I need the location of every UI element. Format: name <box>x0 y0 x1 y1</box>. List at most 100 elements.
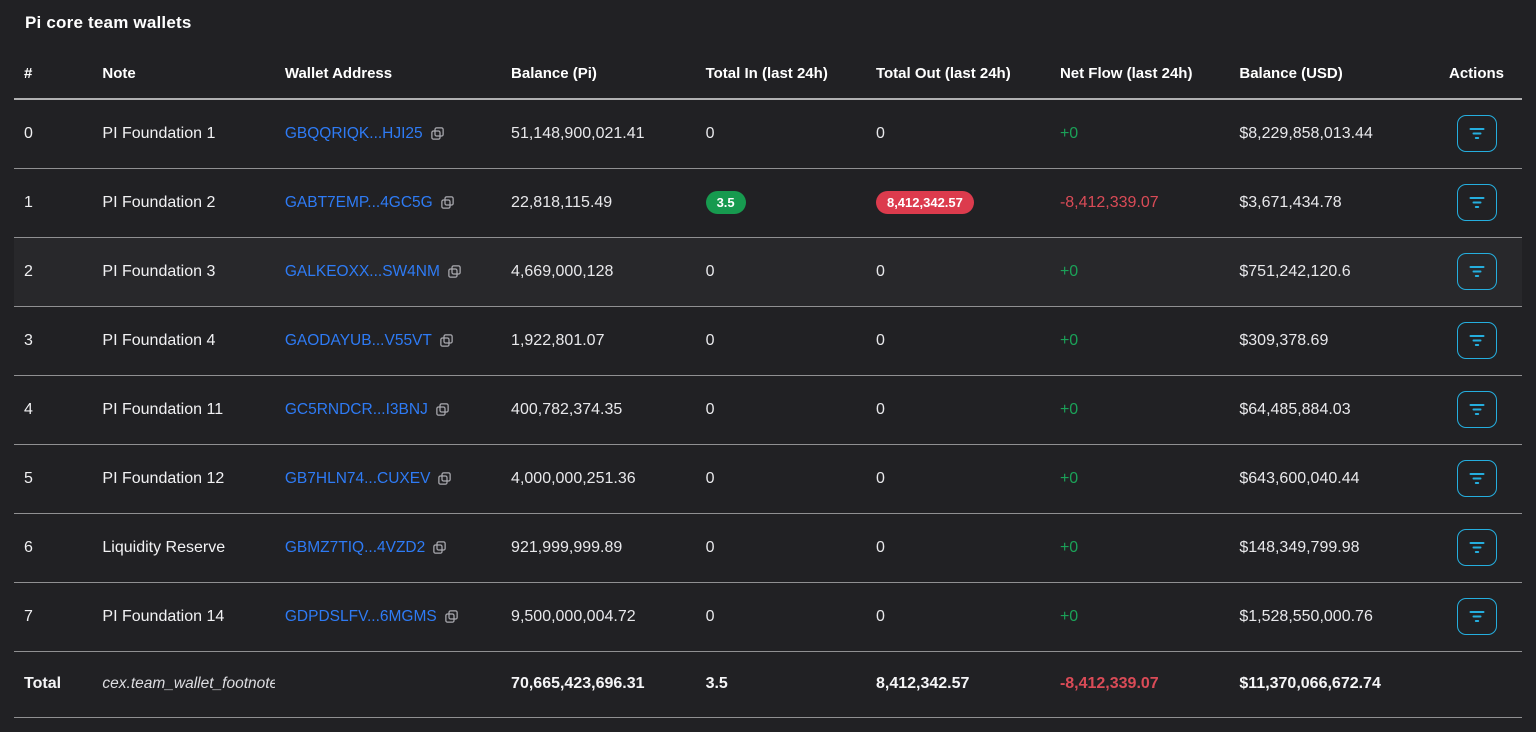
wallet-address-cell: GDPDSLFV...6MGMS <box>274 582 502 652</box>
wallet-address-link[interactable]: GBQQRIQK...HJI25 <box>284 124 423 142</box>
note-cell: PI Foundation 2 <box>92 168 275 238</box>
net-flow-cell: -8,412,339.07 <box>1049 168 1230 238</box>
wallet-address-cell: GC5RNDCR...I3BNJ <box>274 375 502 445</box>
actions-filter-button[interactable] <box>1457 460 1497 497</box>
balance-usd-cell: $148,349,799.98 <box>1229 513 1435 583</box>
copy-icon[interactable] <box>430 126 445 141</box>
copy-icon[interactable] <box>440 195 455 210</box>
total-in-cell: 0 <box>695 513 866 583</box>
total-out-cell: 0 <box>865 375 1050 445</box>
copy-icon[interactable] <box>432 540 447 555</box>
total-out-sum: 8,412,342.57 <box>865 651 1050 718</box>
net-flow-value: +0 <box>1059 262 1079 280</box>
balance-pi-cell: 22,818,115.49 <box>501 168 696 238</box>
copy-icon[interactable] <box>447 264 462 279</box>
copy-icon[interactable] <box>437 471 452 486</box>
net-flow-value: +0 <box>1059 607 1079 625</box>
net-flow-cell: +0 <box>1049 444 1230 514</box>
wallet-address-link[interactable]: GC5RNDCR...I3BNJ <box>284 400 428 418</box>
actions-cell <box>1434 582 1522 652</box>
note-cell: PI Foundation 11 <box>92 375 275 445</box>
column-header-actions: Actions <box>1434 35 1522 100</box>
net-flow-cell: +0 <box>1049 513 1230 583</box>
actions-filter-button[interactable] <box>1457 322 1497 359</box>
balance-pi-cell: 4,000,000,251.36 <box>501 444 696 514</box>
copy-icon[interactable] <box>444 609 459 624</box>
balance-usd-cell: $643,600,040.44 <box>1229 444 1435 514</box>
wallet-address-cell: GB7HLN74...CUXEV <box>274 444 502 514</box>
total-in-sum: 3.5 <box>695 651 866 718</box>
row-index-cell: 6 <box>14 513 93 583</box>
copy-icon[interactable] <box>439 333 454 348</box>
table-row[interactable]: 3 PI Foundation 4 GAODAYUB...V55VT 1,922… <box>14 306 1522 376</box>
actions-filter-button[interactable] <box>1457 529 1497 566</box>
wallet-address-link[interactable]: GB7HLN74...CUXEV <box>284 469 431 487</box>
filter-icon <box>1469 404 1485 415</box>
page-title: Pi core team wallets <box>25 13 192 32</box>
column-header-wallet-address: Wallet Address <box>274 35 502 100</box>
table-header-row: # Note Wallet Address Balance (Pi) Total… <box>14 35 1522 100</box>
filter-icon <box>1469 128 1485 140</box>
table-row[interactable]: 1 PI Foundation 2 GABT7EMP...4GC5G 22,81… <box>14 168 1522 238</box>
table-row[interactable]: 2 PI Foundation 3 GALKEOXX...SW4NM 4,669… <box>14 237 1522 307</box>
table-row[interactable]: 7 PI Foundation 14 GDPDSLFV...6MGMS 9,50… <box>14 582 1522 652</box>
wallets-table: # Note Wallet Address Balance (Pi) Total… <box>14 35 1522 718</box>
actions-cell <box>1434 306 1522 376</box>
column-header-index: # <box>14 35 93 100</box>
actions-filter-button[interactable] <box>1457 598 1497 635</box>
wallet-address-cell: GALKEOXX...SW4NM <box>274 237 502 307</box>
total-balance-pi: 70,665,423,696.31 <box>501 651 696 718</box>
balance-pi-cell: 4,669,000,128 <box>501 237 696 307</box>
wallet-address-cell: GBMZ7TIQ...4VZD2 <box>274 513 502 583</box>
total-in-cell: 3.5 <box>695 168 866 238</box>
column-header-balance-usd: Balance (USD) <box>1229 35 1435 100</box>
table-row[interactable]: 6 Liquidity Reserve GBMZ7TIQ...4VZD2 921… <box>14 513 1522 583</box>
actions-cell <box>1434 168 1522 238</box>
net-flow-value: -8,412,339.07 <box>1059 193 1159 211</box>
actions-cell <box>1434 99 1522 169</box>
net-flow-value: +0 <box>1059 124 1079 142</box>
wallet-address-link[interactable]: GABT7EMP...4GC5G <box>284 193 433 211</box>
row-index-cell: 0 <box>14 99 93 169</box>
total-in-cell: 0 <box>695 444 866 514</box>
wallet-address-link[interactable]: GBMZ7TIQ...4VZD2 <box>284 538 426 556</box>
wallet-address-link[interactable]: GDPDSLFV...6MGMS <box>284 607 437 625</box>
wallet-address-cell: GAODAYUB...V55VT <box>274 306 502 376</box>
row-index-cell: 7 <box>14 582 93 652</box>
balance-pi-cell: 9,500,000,004.72 <box>501 582 696 652</box>
total-in-badge: 3.5 <box>705 191 746 214</box>
net-flow-value: +0 <box>1059 469 1079 487</box>
total-out-cell: 0 <box>865 513 1050 583</box>
table-row[interactable]: 4 PI Foundation 11 GC5RNDCR...I3BNJ 400,… <box>14 375 1522 445</box>
total-actions-cell <box>1434 651 1522 718</box>
actions-cell <box>1434 375 1522 445</box>
total-out-cell: 0 <box>865 444 1050 514</box>
total-out-cell: 0 <box>865 99 1050 169</box>
filter-icon <box>1469 335 1485 346</box>
actions-cell <box>1434 237 1522 307</box>
actions-filter-button[interactable] <box>1457 391 1497 428</box>
actions-filter-button[interactable] <box>1457 115 1497 153</box>
total-balance-usd: $11,370,066,672.74 <box>1229 651 1435 718</box>
actions-filter-button[interactable] <box>1457 184 1497 221</box>
note-cell: Liquidity Reserve <box>92 513 275 583</box>
total-net-flow: -8,412,339.07 <box>1049 651 1230 718</box>
wallet-address-cell: GBQQRIQK...HJI25 <box>274 99 502 169</box>
balance-pi-cell: 1,922,801.07 <box>501 306 696 376</box>
column-header-note: Note <box>92 35 275 100</box>
total-label: Total <box>14 651 93 718</box>
filter-icon <box>1469 542 1485 553</box>
wallet-address-link[interactable]: GALKEOXX...SW4NM <box>284 262 440 280</box>
table-row[interactable]: 0 PI Foundation 1 GBQQRIQK...HJI25 51,14… <box>14 99 1522 169</box>
copy-icon[interactable] <box>435 402 450 417</box>
total-in-cell: 0 <box>695 237 866 307</box>
actions-cell <box>1434 513 1522 583</box>
row-index-cell: 1 <box>14 168 93 238</box>
actions-filter-button[interactable] <box>1457 253 1497 290</box>
total-out-cell: 0 <box>865 582 1050 652</box>
balance-pi-cell: 400,782,374.35 <box>501 375 696 445</box>
wallet-address-link[interactable]: GAODAYUB...V55VT <box>284 331 432 349</box>
table-row[interactable]: 5 PI Foundation 12 GB7HLN74...CUXEV 4,00… <box>14 444 1522 514</box>
balance-usd-cell: $1,528,550,000.76 <box>1229 582 1435 652</box>
note-cell: PI Foundation 3 <box>92 237 275 307</box>
